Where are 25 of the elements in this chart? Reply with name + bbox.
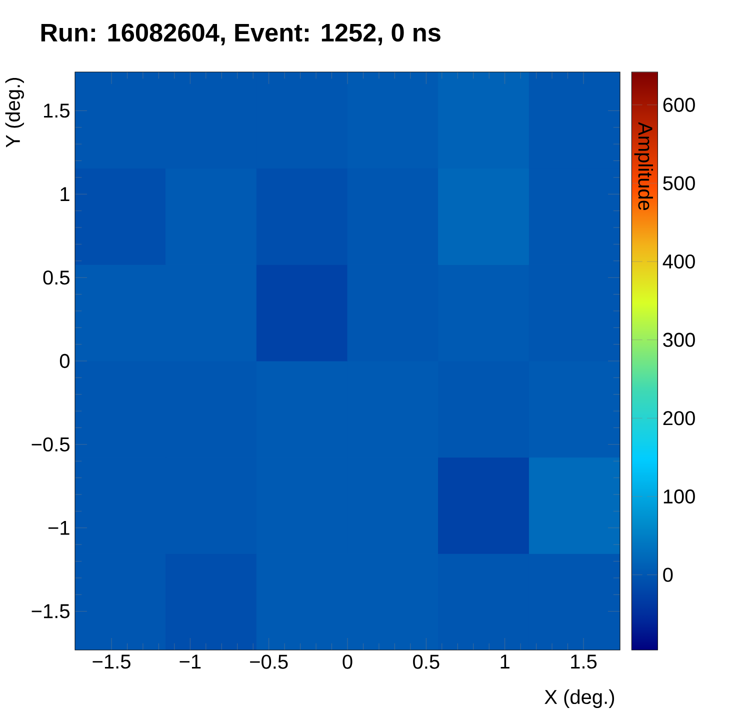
color-bar-title: Amplitude bbox=[634, 122, 653, 210]
color-bar-label: 300 bbox=[663, 332, 695, 347]
x-tick-label: 1 bbox=[500, 654, 510, 668]
x-axis-title: X (deg.) bbox=[544, 689, 614, 708]
y-tick-label: 0 bbox=[60, 354, 70, 368]
x-tick-label: −1 bbox=[180, 654, 201, 668]
y-tick-label: 1 bbox=[60, 187, 70, 202]
y-tick-label: −0.5 bbox=[32, 437, 70, 452]
x-tick-label: 0 bbox=[342, 654, 352, 669]
y-tick-label: −1 bbox=[48, 520, 70, 535]
color-bar-label: 500 bbox=[663, 176, 695, 190]
x-tick-label: −0.5 bbox=[250, 654, 288, 669]
color-bar-label: 600 bbox=[663, 98, 695, 112]
color-bar-label: 100 bbox=[664, 489, 695, 504]
y-axis-title: Y (deg.) bbox=[5, 78, 24, 148]
y-tick-label: 0.5 bbox=[43, 270, 70, 285]
color-bar-label: 200 bbox=[663, 411, 695, 426]
color-bar-label: 400 bbox=[662, 254, 695, 269]
y-tick-label: 1.5 bbox=[44, 104, 70, 118]
y-tick-label: −1.5 bbox=[32, 604, 70, 618]
x-tick-label: 1.5 bbox=[571, 654, 597, 669]
color-bar-label: 0 bbox=[663, 568, 673, 582]
x-tick-label: 0.5 bbox=[413, 654, 440, 669]
x-tick-label: −1.5 bbox=[92, 654, 130, 669]
chart-title: Run: 16082604, Event: 1252, 0 ns bbox=[41, 24, 440, 46]
